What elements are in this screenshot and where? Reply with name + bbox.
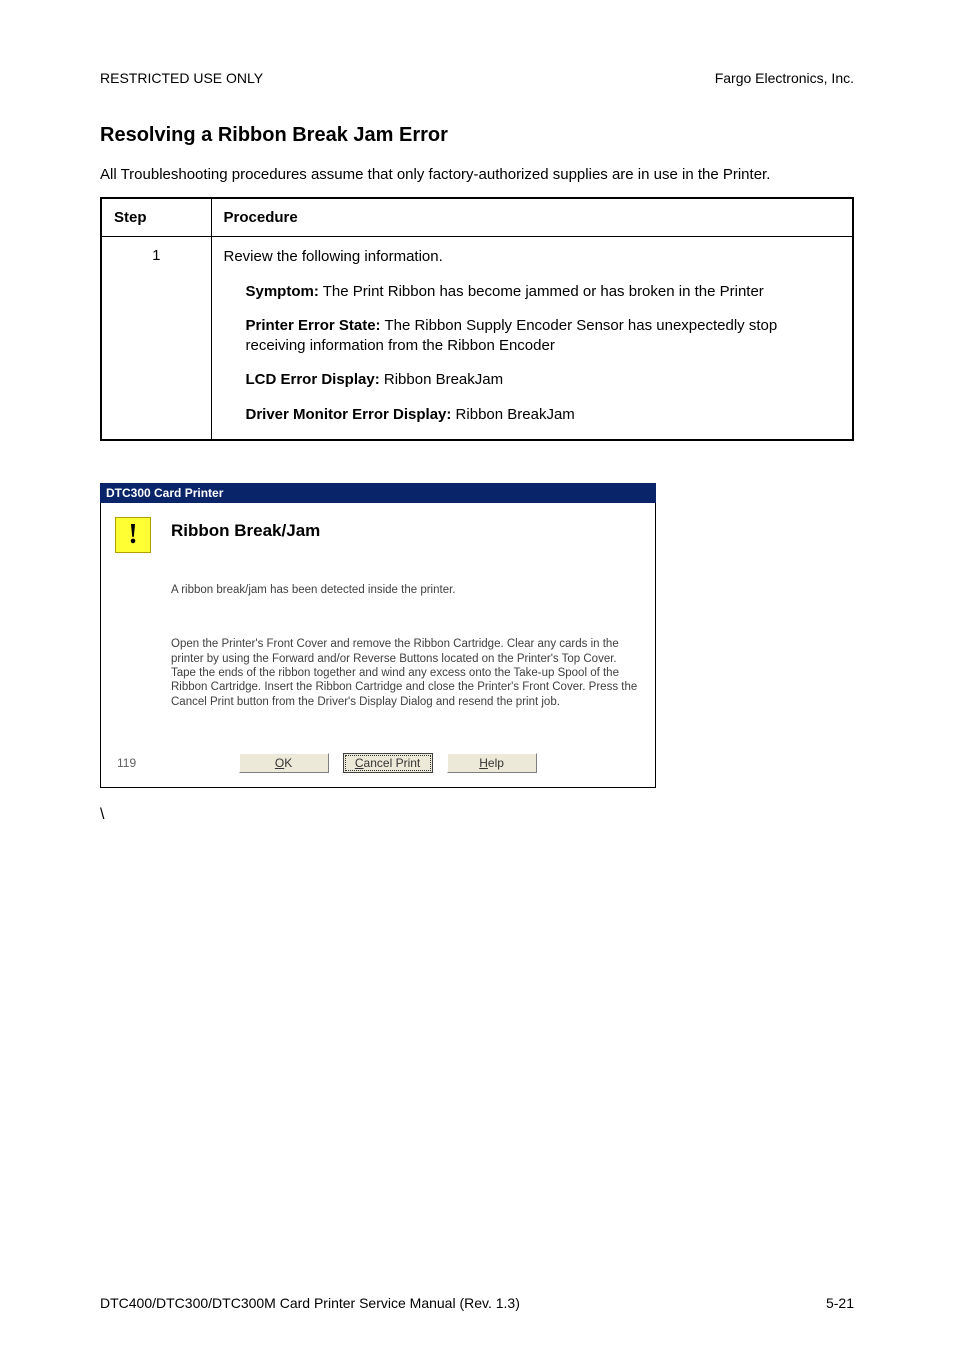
- page-header: RESTRICTED USE ONLY Fargo Electronics, I…: [100, 70, 854, 86]
- col-procedure: Procedure: [211, 198, 853, 237]
- section-title: Resolving a Ribbon Break Jam Error: [100, 124, 854, 147]
- col-step: Step: [101, 198, 211, 237]
- stray-slash: \: [100, 806, 854, 824]
- procedure-table: Step Procedure 1 Review the following in…: [100, 197, 854, 441]
- error-dialog: DTC300 Card Printer Ribbon Break/Jam A r…: [100, 483, 656, 788]
- driver-text: Ribbon BreakJam: [451, 406, 574, 423]
- pes-label: Printer Error State:: [246, 317, 381, 334]
- cancel-rest: ancel Print: [364, 756, 421, 770]
- dialog-body: Ribbon Break/Jam A ribbon break/jam has …: [100, 503, 656, 788]
- printer-error-state-line: Printer Error State: The Ribbon Supply E…: [224, 316, 841, 357]
- page-footer: DTC400/DTC300/DTC300M Card Printer Servi…: [100, 1295, 854, 1311]
- driver-error-line: Driver Monitor Error Display: Ribbon Bre…: [224, 405, 841, 425]
- ok-mnemonic: O: [275, 756, 284, 770]
- help-button[interactable]: Help: [447, 753, 537, 773]
- driver-label: Driver Monitor Error Display:: [246, 406, 452, 423]
- help-mnemonic: H: [479, 756, 488, 770]
- dialog-buttons: OK Cancel Print Help: [136, 753, 639, 773]
- cancel-mnemonic: C: [355, 756, 364, 770]
- warning-icon: [115, 517, 151, 553]
- footer-right: 5-21: [826, 1295, 854, 1311]
- dialog-content: Ribbon Break/Jam A ribbon break/jam has …: [165, 503, 655, 747]
- header-right: Fargo Electronics, Inc.: [715, 70, 854, 86]
- symptom-text: The Print Ribbon has become jammed or ha…: [319, 283, 764, 300]
- step-number: 1: [101, 237, 211, 440]
- help-rest: elp: [488, 756, 504, 770]
- lcd-text: Ribbon BreakJam: [380, 371, 503, 388]
- symptom-label: Symptom:: [246, 283, 319, 300]
- ok-button[interactable]: OK: [239, 753, 329, 773]
- symptom-line: Symptom: The Print Ribbon has become jam…: [224, 282, 841, 302]
- procedure-cell: Review the following information. Sympto…: [211, 237, 853, 440]
- dialog-message-2: Open the Printer's Front Cover and remov…: [171, 637, 639, 709]
- dialog-message-1: A ribbon break/jam has been detected ins…: [171, 583, 639, 597]
- dialog-id: 119: [117, 756, 136, 770]
- footer-left: DTC400/DTC300/DTC300M Card Printer Servi…: [100, 1295, 520, 1311]
- dialog-heading: Ribbon Break/Jam: [171, 521, 639, 541]
- dialog-titlebar: DTC300 Card Printer: [100, 483, 656, 503]
- header-left: RESTRICTED USE ONLY: [100, 70, 263, 86]
- ok-rest: K: [284, 756, 292, 770]
- cancel-print-button[interactable]: Cancel Print: [343, 753, 433, 773]
- review-line: Review the following information.: [224, 247, 841, 267]
- lcd-error-line: LCD Error Display: Ribbon BreakJam: [224, 370, 841, 390]
- table-row: 1 Review the following information. Symp…: [101, 237, 853, 440]
- dialog-footer: 119 OK Cancel Print Help: [101, 747, 655, 787]
- table-header-row: Step Procedure: [101, 198, 853, 237]
- lcd-label: LCD Error Display:: [246, 371, 380, 388]
- dialog-icon-cell: [101, 503, 165, 747]
- section-intro: All Troubleshooting procedures assume th…: [100, 165, 854, 185]
